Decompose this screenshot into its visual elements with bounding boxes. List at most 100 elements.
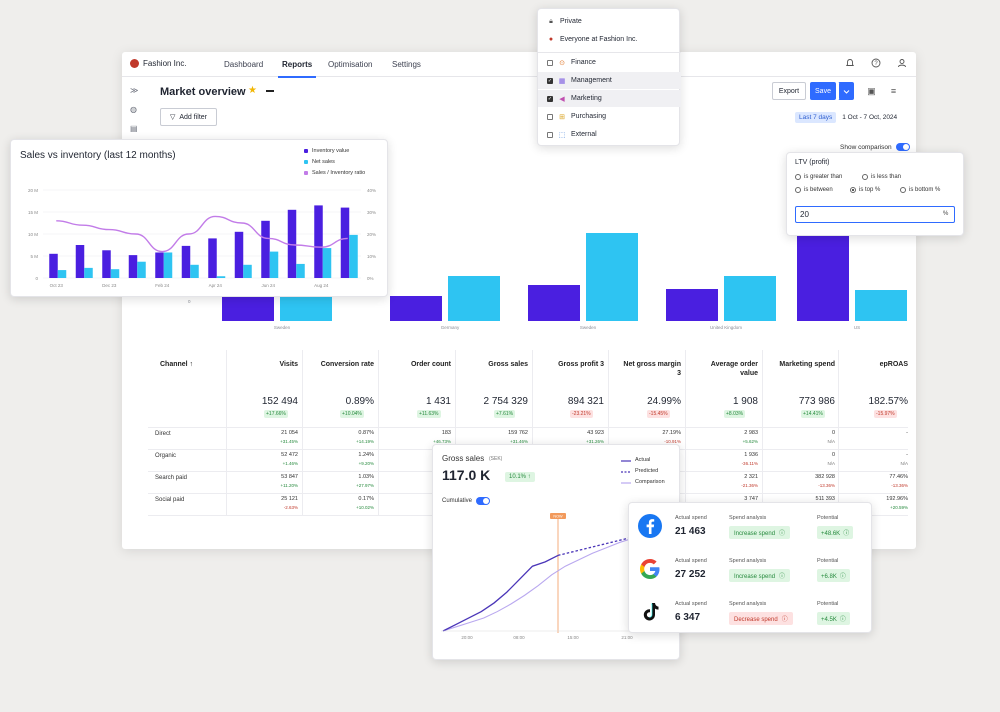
table-cell: - xyxy=(906,430,908,436)
column-header[interactable]: Gross sales xyxy=(488,361,528,368)
notification-icon[interactable] xyxy=(844,58,855,69)
checkbox[interactable] xyxy=(547,59,553,66)
menu-item-label: External xyxy=(571,131,597,138)
table-cell-change: -10.91% xyxy=(664,439,681,444)
menu-item-management[interactable]: ✓ ▦ Management xyxy=(538,72,681,89)
x-tick-label: United Kingdom xyxy=(709,325,743,330)
menu-item-external[interactable]: ⬚ External xyxy=(538,126,681,143)
minus-icon[interactable] xyxy=(266,90,274,92)
globe-icon[interactable]: ◍ xyxy=(130,105,137,114)
table-cell-change: +31.26% xyxy=(586,439,604,444)
menu-item-everyone-at-fashion-inc-[interactable]: ● Everyone at Fashion Inc. xyxy=(538,31,681,48)
checkbox[interactable] xyxy=(547,131,553,138)
menu-item-finance[interactable]: ⊙ Finance xyxy=(538,54,681,71)
table-cell-change: N/A xyxy=(900,461,908,466)
date-range-picker[interactable]: Last 7 days 1 Oct - 7 Oct, 2024 xyxy=(795,112,897,123)
x-tick-label: 15:00 xyxy=(567,635,579,640)
nav-tab-settings[interactable]: Settings xyxy=(392,60,421,69)
column-header[interactable]: Conversion rate xyxy=(320,361,374,368)
menu-item-private[interactable]: 🔒︎ Private xyxy=(538,13,681,30)
table-view-icon[interactable]: ▣ xyxy=(867,86,876,96)
column-header[interactable]: Marketing spend xyxy=(779,361,835,368)
cart-icon: ⊞ xyxy=(559,113,565,121)
x-tick-label: Sweden xyxy=(579,325,597,330)
table-cell-change: +1.46% xyxy=(282,461,298,466)
date-preset[interactable]: Last 7 days xyxy=(795,112,837,123)
spend-analysis-badge[interactable]: Increase spend ⓘ xyxy=(729,569,791,582)
spend-analysis-label: Spend analysis xyxy=(729,558,767,564)
ltv-value-input[interactable]: 20 xyxy=(795,206,955,223)
radio-between[interactable]: is between xyxy=(795,187,833,193)
radio-greater-than[interactable]: is greater than xyxy=(795,174,842,180)
lock-icon: 🔒︎ xyxy=(549,17,553,25)
column-header[interactable]: Average order value xyxy=(710,361,758,377)
line-comparison xyxy=(442,537,634,632)
x-tick-label: Jun 24 xyxy=(261,283,275,288)
document-icon[interactable]: ▤ xyxy=(130,124,138,133)
spend-analysis-badge[interactable]: Decrease spend ⓘ xyxy=(729,612,793,625)
cumulative-toggle[interactable]: Cumulative xyxy=(442,497,491,505)
table-cell-change: +27.97% xyxy=(356,483,374,488)
column-header-channel[interactable]: Channel ↑ xyxy=(160,361,194,368)
checkbox[interactable]: ✓ xyxy=(547,77,553,84)
row-label[interactable]: Direct xyxy=(155,431,171,437)
potential-label: Potential xyxy=(817,601,839,607)
favorite-star-icon[interactable]: ★ xyxy=(248,85,257,96)
show-comparison-toggle[interactable]: Show comparison xyxy=(840,143,910,151)
table-cell: 43 923 xyxy=(587,430,604,436)
spend-analysis-badge[interactable]: Increase spend ⓘ xyxy=(729,526,791,539)
collapse-sidebar-icon[interactable]: ≫ xyxy=(130,86,139,95)
legend-swatch xyxy=(304,171,308,175)
save-button[interactable]: Save xyxy=(810,82,836,100)
help-icon[interactable]: ? xyxy=(870,58,881,69)
nav-tab-optimisation[interactable]: Optimisation xyxy=(328,60,373,69)
radio-bottom-percent[interactable]: is bottom % xyxy=(900,187,940,193)
megaphone-icon: ◀ xyxy=(559,95,565,103)
legend-item-net-sales: Net sales xyxy=(304,159,335,165)
x-tick-label: US xyxy=(853,325,861,330)
bar-net-sales xyxy=(216,276,226,278)
x-tick-label: Germany xyxy=(440,325,460,330)
sales-inventory-chart: 0 5 M 10 M 15 M 20 M 0% 10% 20% 30% 40% Oct 23 Dec … xyxy=(28,188,376,288)
legend-swatch xyxy=(304,149,308,153)
total-change-badge: -23.21% xyxy=(570,410,593,418)
export-button[interactable]: Export xyxy=(772,82,806,100)
add-filter-button[interactable]: ▽ Add filter xyxy=(160,108,217,126)
y-tick-label: 10 M xyxy=(28,232,38,237)
finance-icon: ⊙ xyxy=(559,59,565,67)
toggle-switch[interactable] xyxy=(895,143,910,151)
info-icon: ⓘ xyxy=(781,617,788,623)
column-header[interactable]: epROAS xyxy=(879,361,908,368)
gross-sales-line-chart: NOW 20:00 08:00 15:00 21:00 xyxy=(441,513,673,640)
column-header[interactable]: Order count xyxy=(410,361,451,368)
table-cell-change: +46.73% xyxy=(433,439,451,444)
checkbox[interactable]: ✓ xyxy=(547,95,553,102)
brand[interactable]: Fashion Inc. xyxy=(130,59,187,68)
user-icon[interactable] xyxy=(896,58,907,69)
table-cell-change: -13.36% xyxy=(818,483,835,488)
total-change-badge: +8.03% xyxy=(724,410,746,418)
column-header[interactable]: Net gross margin 3 xyxy=(623,361,681,377)
radio-top-percent[interactable]: is top % xyxy=(850,187,880,193)
nav-tab-reports[interactable]: Reports xyxy=(277,60,317,78)
potential-badge: +4.5K ⓘ xyxy=(817,612,850,625)
checkbox[interactable] xyxy=(547,113,553,120)
menu-item-label: Marketing xyxy=(571,95,602,102)
menu-item-label: Purchasing xyxy=(571,113,607,120)
menu-item-purchasing[interactable]: ⊞ Purchasing xyxy=(538,108,681,125)
radio-less-than[interactable]: is less than xyxy=(862,174,901,180)
column-header[interactable]: Gross profit 3 xyxy=(558,361,604,368)
column-header[interactable]: Visits xyxy=(279,361,298,368)
bar-net-sales xyxy=(296,263,305,278)
save-dropdown-chevron-icon[interactable] xyxy=(838,82,854,100)
menu-icon[interactable]: ≡ xyxy=(890,86,897,96)
total-change-badge: -15.97% xyxy=(874,410,897,418)
row-label[interactable]: Social paid xyxy=(155,497,185,503)
row-label[interactable]: Search paid xyxy=(155,475,188,481)
line-sales-inventory-ratio xyxy=(56,215,348,253)
y-tick-label: 5 M xyxy=(30,254,38,259)
nav-tab-dashboard[interactable]: Dashboard xyxy=(224,60,264,69)
bar-inventory-value xyxy=(234,231,244,278)
menu-item-marketing[interactable]: ✓ ◀ Marketing xyxy=(538,90,681,107)
row-label[interactable]: Organic xyxy=(155,453,177,459)
